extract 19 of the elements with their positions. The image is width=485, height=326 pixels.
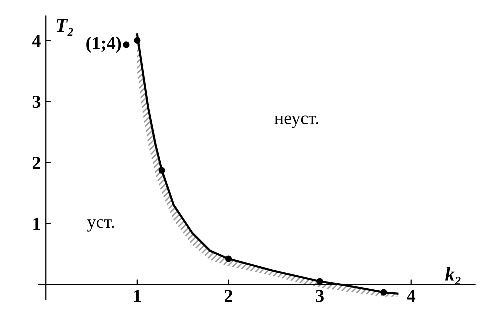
point <box>158 167 166 174</box>
point <box>380 289 388 296</box>
annotation: (1;4) <box>86 36 122 54</box>
annotation: неуст. <box>274 116 319 128</box>
point <box>123 42 130 48</box>
y-axis-title: T₂ <box>57 19 74 36</box>
y-tick-label: 3 <box>32 96 41 108</box>
y-tick-label: 1 <box>34 218 40 230</box>
x-axis-title: k₂ <box>445 267 461 285</box>
point <box>134 37 141 44</box>
x-tick-label: 3 <box>316 290 324 302</box>
x-tick-label: 2 <box>224 290 232 302</box>
point <box>316 278 324 285</box>
y-tick-label: 2 <box>32 156 40 169</box>
x-tick-label: 1 <box>134 290 142 302</box>
x-tick-label: 4 <box>407 290 416 302</box>
annotation: уст. <box>87 219 114 232</box>
point <box>225 256 232 262</box>
y-tick-label: 4 <box>32 35 41 47</box>
